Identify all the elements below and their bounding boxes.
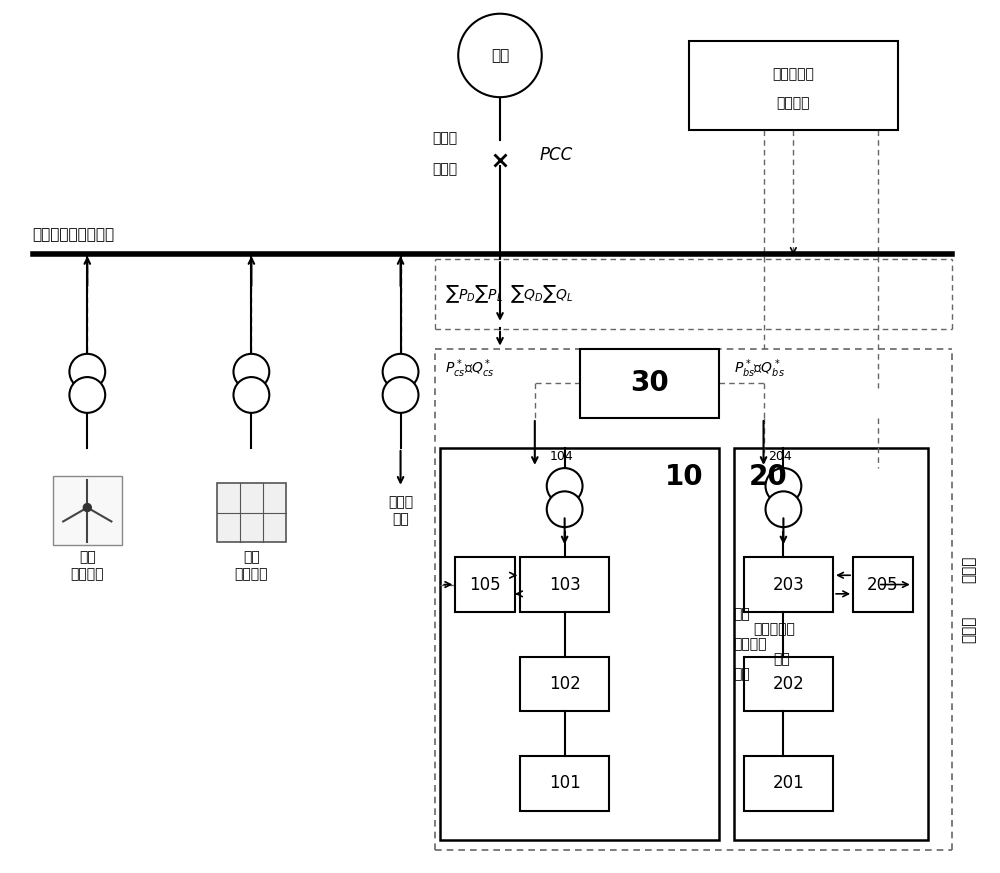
Text: 10: 10 — [665, 463, 704, 491]
Text: 105: 105 — [469, 575, 501, 594]
Text: 201: 201 — [773, 774, 804, 793]
Text: 发电系统: 发电系统 — [235, 567, 268, 581]
Text: 微电网公共交流母线: 微电网公共交流母线 — [33, 227, 115, 242]
Text: 管理系统: 管理系统 — [777, 96, 810, 110]
Text: $P_{bs}^*$、$Q_{bs}^*$: $P_{bs}^*$、$Q_{bs}^*$ — [734, 357, 785, 380]
Bar — [744, 656, 833, 711]
Text: $\sum P_D \sum P_L$  $\sum Q_D \sum Q_L$: $\sum P_D \sum P_L$ $\sum Q_D \sum Q_L$ — [445, 283, 574, 305]
Text: 104: 104 — [550, 450, 574, 463]
Text: 换开关: 换开关 — [433, 162, 458, 175]
Bar — [440, 448, 719, 841]
Bar — [52, 476, 122, 546]
Circle shape — [233, 354, 269, 389]
Bar — [217, 483, 286, 542]
Text: 发电系统: 发电系统 — [71, 567, 104, 581]
Bar — [520, 656, 609, 711]
Circle shape — [69, 354, 105, 389]
Text: 202: 202 — [773, 675, 804, 693]
Bar — [455, 557, 515, 612]
Text: $P_{cs}^*$、$Q_{cs}^*$: $P_{cs}^*$、$Q_{cs}^*$ — [445, 357, 495, 380]
Text: 微电网能量: 微电网能量 — [772, 67, 814, 81]
Circle shape — [69, 377, 105, 413]
Text: 微电网: 微电网 — [388, 496, 413, 510]
Text: PCC: PCC — [540, 146, 573, 164]
Circle shape — [458, 14, 542, 97]
Circle shape — [547, 468, 583, 504]
Bar — [744, 756, 833, 811]
Text: 超级: 超级 — [734, 608, 750, 622]
Circle shape — [766, 468, 801, 504]
Text: 静态切: 静态切 — [433, 131, 458, 145]
Text: 205: 205 — [867, 575, 899, 594]
Text: 102: 102 — [549, 675, 581, 693]
Circle shape — [547, 491, 583, 527]
Text: 模块: 模块 — [734, 667, 750, 681]
Text: 风力: 风力 — [79, 550, 96, 564]
Text: 203: 203 — [773, 575, 804, 594]
Bar — [734, 448, 928, 841]
Bar — [689, 40, 898, 130]
Circle shape — [83, 504, 91, 512]
Text: 混合储: 混合储 — [962, 556, 977, 583]
Text: 能系统: 能系统 — [962, 615, 977, 643]
Bar — [853, 557, 913, 612]
Text: 模块: 模块 — [773, 652, 790, 666]
Bar — [744, 557, 833, 612]
Bar — [580, 348, 719, 418]
Circle shape — [233, 377, 269, 413]
Text: 蓄电池储能: 蓄电池储能 — [754, 622, 795, 636]
Text: 30: 30 — [630, 369, 669, 397]
Text: 20: 20 — [749, 463, 787, 491]
Text: 电容储能: 电容储能 — [734, 637, 767, 651]
Text: 光伏: 光伏 — [243, 550, 260, 564]
Circle shape — [766, 491, 801, 527]
Bar — [520, 756, 609, 811]
Text: 204: 204 — [769, 450, 792, 463]
Circle shape — [383, 354, 418, 389]
Circle shape — [383, 377, 418, 413]
Text: 103: 103 — [549, 575, 581, 594]
Text: 101: 101 — [549, 774, 581, 793]
Bar — [520, 557, 609, 612]
Text: 电网: 电网 — [491, 48, 509, 63]
Text: 负载: 负载 — [392, 512, 409, 526]
